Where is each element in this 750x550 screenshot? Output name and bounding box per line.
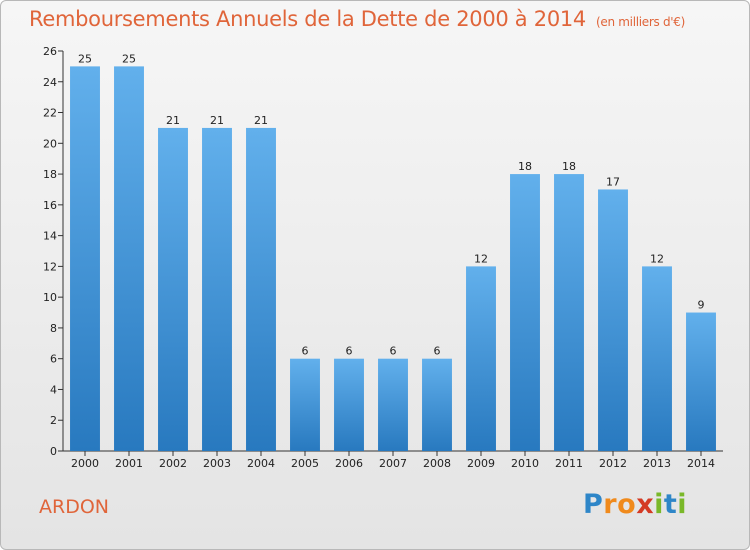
logo-letter: r (603, 489, 618, 520)
y-tick-label: 22 (43, 107, 57, 120)
bar-value-label: 9 (698, 299, 705, 312)
y-tick-label: 24 (43, 76, 57, 89)
y-tick-label: 14 (43, 230, 57, 243)
x-tick-label: 2006 (335, 457, 363, 470)
x-tick-label: 2013 (643, 457, 671, 470)
y-tick-label: 6 (50, 353, 57, 366)
y-tick-label: 8 (50, 322, 57, 335)
logo-letter: i (654, 489, 664, 520)
bar (290, 358, 320, 451)
y-tick-label: 10 (43, 291, 57, 304)
logo-letter: o (617, 489, 637, 520)
commune-name: ARDON (39, 496, 109, 518)
bar (114, 66, 144, 451)
bar (70, 66, 100, 451)
bar (158, 127, 188, 451)
y-tick-label: 0 (50, 445, 57, 458)
bar-value-label: 12 (650, 252, 664, 265)
bar-value-label: 25 (78, 52, 92, 65)
x-tick-label: 2014 (687, 457, 715, 470)
bar-value-label: 17 (606, 175, 620, 188)
bar (466, 266, 496, 451)
bar-value-label: 6 (390, 345, 397, 358)
bar-value-label: 25 (122, 52, 136, 65)
x-tick-label: 2007 (379, 457, 407, 470)
bar-value-label: 6 (302, 345, 309, 358)
y-tick-label: 26 (43, 45, 57, 58)
bar (334, 358, 364, 451)
y-tick-label: 2 (50, 414, 57, 427)
bar (554, 174, 584, 452)
x-tick-label: 2012 (599, 457, 627, 470)
bar (686, 312, 716, 451)
x-tick-label: 2011 (555, 457, 583, 470)
bar (378, 358, 408, 451)
x-tick-label: 2004 (247, 457, 275, 470)
y-tick-label: 18 (43, 168, 57, 181)
logo-letter: t (663, 489, 678, 520)
bar-value-label: 6 (346, 345, 353, 358)
bar-value-label: 18 (518, 160, 532, 173)
bar (642, 266, 672, 451)
bar (246, 127, 276, 451)
x-tick-label: 2003 (203, 457, 231, 470)
x-tick-label: 2009 (467, 457, 495, 470)
proxiti-logo: Proxiti (583, 489, 687, 520)
logo-letter: x (636, 489, 655, 520)
x-tick-label: 2002 (159, 457, 187, 470)
bar-value-label: 12 (474, 252, 488, 265)
bar (598, 189, 628, 451)
bar-value-label: 21 (254, 114, 268, 127)
x-tick-label: 2008 (423, 457, 451, 470)
x-tick-label: 2010 (511, 457, 539, 470)
logo-letter: P (583, 489, 604, 520)
y-tick-label: 20 (43, 137, 57, 150)
bar (510, 174, 540, 452)
bar-value-label: 21 (166, 114, 180, 127)
y-tick-label: 4 (50, 383, 57, 396)
x-tick-label: 2001 (115, 457, 143, 470)
y-tick-label: 16 (43, 199, 57, 212)
chart-title-text: Remboursements Annuels de la Dette de 20… (29, 7, 586, 31)
bar (202, 127, 232, 451)
bar-value-label: 21 (210, 114, 224, 127)
logo-letter: i (677, 489, 688, 520)
chart-unit-text: (en milliers d'€) (596, 15, 686, 29)
x-tick-label: 2005 (291, 457, 319, 470)
bar (422, 358, 452, 451)
bar-value-label: 6 (434, 345, 441, 358)
bar-value-label: 18 (562, 160, 576, 173)
x-tick-label: 2000 (71, 457, 99, 470)
chart-title: Remboursements Annuels de la Dette de 20… (29, 7, 685, 31)
y-tick-label: 12 (43, 260, 57, 273)
